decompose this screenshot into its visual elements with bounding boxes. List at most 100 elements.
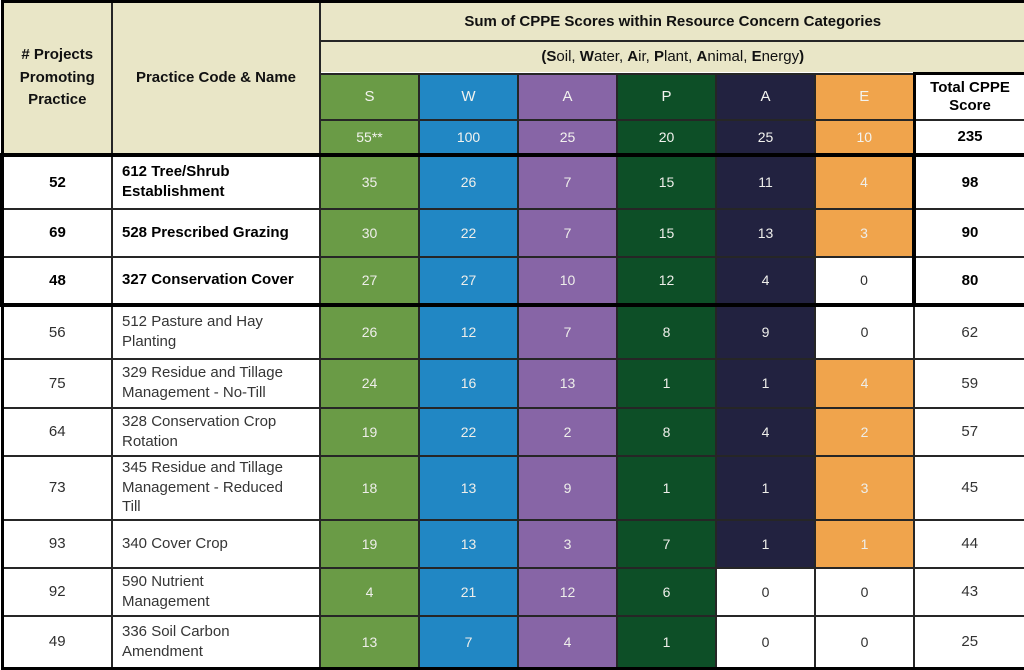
score-cell-soil: 35	[319, 152, 420, 210]
score-cell-soil: 4	[319, 566, 420, 617]
header-row-subtitle: (Soil, Water, Air, Plant, Animal, Energy…	[2, 39, 1024, 75]
score-cell-animal: 4	[715, 255, 816, 307]
score-cell-water: 12	[418, 303, 519, 360]
projects-count-cell: 52	[0, 152, 113, 210]
practice-row: 48 327 Conservation Cover 27 27 10 12 4 0 80	[0, 255, 1024, 307]
column-max-plant: 20	[616, 118, 717, 157]
practice-name-cell: 329 Residue and Tillage Management - No-T…	[111, 357, 321, 409]
score-cell-soil: 18	[319, 454, 420, 521]
score-cell-soil: 19	[319, 518, 420, 569]
score-cell-animal: 9	[715, 303, 816, 360]
column-max-weights-row: 55** 100 25 20 25 10 235	[2, 118, 1024, 157]
score-cell-air: 12	[517, 566, 618, 617]
score-cell-animal: 1	[715, 454, 816, 521]
practice-name-cell: 328 Conservation Crop Rotation	[111, 406, 321, 457]
score-cell-water: 22	[418, 406, 519, 457]
practice-row: 56 512 Pasture and Hay Planting 26 12 7 8 9 0 62	[1, 303, 1024, 360]
practice-row: 64 328 Conservation Crop Rotation 19 22 2 8 4 2 5…	[1, 406, 1024, 457]
practice-row: 75 329 Residue and Tillage Management - No…	[1, 357, 1024, 409]
score-cell-animal: 0	[715, 566, 816, 617]
score-cell-animal: 13	[715, 207, 816, 258]
projects-count-cell: 48	[0, 255, 113, 307]
score-cell-plant: 12	[616, 255, 717, 307]
total-score-cell: 90	[911, 207, 1024, 258]
score-cell-animal: 1	[715, 357, 816, 409]
column-max-soil: 55**	[319, 118, 420, 157]
score-cell-soil: 27	[319, 255, 420, 307]
column-max-animal: 25	[715, 118, 816, 157]
total-score-cell: 57	[912, 406, 1024, 457]
score-cell-energy: 1	[814, 518, 915, 569]
projects-count-cell: 73	[1, 454, 113, 521]
practice-row: 69 528 Prescribed Grazing 30 22 7 15 13 3 90	[0, 207, 1024, 258]
score-cell-energy: 0	[814, 566, 915, 617]
score-cell-plant: 6	[616, 566, 717, 617]
score-cell-animal: 1	[715, 518, 816, 569]
practice-row: 49 336 Soil Carbon Amendment 13 7 4 1 0 0 25	[1, 614, 1024, 670]
table-title: Sum of CPPE Scores within Resource Conce…	[318, 0, 1024, 42]
projects-count-cell: 69	[0, 207, 113, 258]
score-cell-water: 27	[418, 255, 519, 307]
score-cell-water: 13	[418, 454, 519, 521]
score-cell-energy: 4	[814, 152, 915, 210]
practice-name-cell: 612 Tree/Shrub Establishment	[111, 152, 321, 210]
practice-name-cell: 528 Prescribed Grazing	[111, 207, 321, 258]
projects-count-cell: 49	[1, 614, 113, 670]
score-cell-soil: 19	[319, 406, 420, 457]
practice-name-cell: 512 Pasture and Hay Planting	[111, 303, 321, 360]
practice-name-cell: 340 Cover Crop	[111, 518, 321, 569]
total-max-score: 235	[912, 118, 1024, 157]
projects-header-cell: # Projects Promoting Practice	[1, 0, 113, 156]
score-cell-plant: 8	[616, 303, 717, 360]
score-cell-energy: 3	[814, 454, 915, 521]
score-cell-water: 26	[418, 152, 519, 210]
score-cell-water: 16	[418, 357, 519, 409]
column-max-energy: 10	[814, 118, 915, 157]
total-score-cell: 98	[911, 152, 1024, 210]
score-cell-plant: 15	[616, 207, 717, 258]
total-score-cell: 44	[912, 518, 1024, 569]
header-row-title: # Projects Promoting Practice Practice Cod…	[1, 0, 1024, 156]
score-cell-soil: 24	[319, 357, 420, 409]
score-cell-air: 13	[517, 357, 618, 409]
total-score-cell: 80	[911, 255, 1024, 307]
practice-name-cell: 590 Nutrient Management	[111, 566, 321, 617]
practice-row: 92 590 Nutrient Management 4 21 12 6 0 0 43	[1, 566, 1024, 617]
projects-count-cell: 75	[1, 357, 113, 409]
projects-count-cell: 64	[1, 406, 113, 457]
total-cppe-score-header: Total CPPE Score	[912, 72, 1024, 121]
column-header-water: W	[418, 72, 519, 121]
score-cell-energy: 4	[814, 357, 915, 409]
score-cell-air: 9	[517, 454, 618, 521]
score-cell-plant: 1	[616, 614, 717, 670]
score-cell-soil: 13	[319, 614, 420, 670]
score-cell-air: 10	[517, 255, 618, 307]
score-cell-energy: 2	[814, 406, 915, 457]
score-cell-soil: 30	[319, 207, 420, 258]
score-cell-soil: 26	[319, 303, 420, 360]
practice-row: 73 345 Residue and Tillage Management - Re…	[1, 454, 1024, 521]
score-cell-air: 7	[517, 303, 618, 360]
score-cell-air: 3	[517, 518, 618, 569]
total-score-cell: 45	[912, 454, 1024, 521]
score-cell-water: 13	[418, 518, 519, 569]
score-cell-plant: 7	[616, 518, 717, 569]
score-cell-air: 7	[517, 152, 618, 210]
projects-count-cell: 56	[1, 303, 113, 360]
column-header-air: A	[517, 72, 618, 121]
score-cell-plant: 1	[616, 454, 717, 521]
projects-count-cell: 92	[1, 566, 113, 617]
column-header-soil: S	[319, 72, 420, 121]
practice-row: 52 612 Tree/Shrub Establishment 35 26 7 15 11 4 9…	[0, 152, 1024, 210]
score-cell-energy: 3	[814, 207, 915, 258]
score-cell-plant: 8	[616, 406, 717, 457]
table-subtitle: (Soil, Water, Air, Plant, Animal, Energy…	[318, 39, 1024, 75]
score-cell-energy: 0	[814, 303, 915, 360]
practice-row: 93 340 Cover Crop 19 13 3 7 1 1 44	[1, 518, 1024, 569]
score-cell-air: 2	[517, 406, 618, 457]
total-score-cell: 25	[912, 614, 1024, 670]
score-cell-animal: 11	[715, 152, 816, 210]
total-score-cell: 62	[912, 303, 1024, 360]
score-cell-animal: 4	[715, 406, 816, 457]
practice-name-cell: 345 Residue and Tillage Management - Redu…	[111, 454, 321, 521]
